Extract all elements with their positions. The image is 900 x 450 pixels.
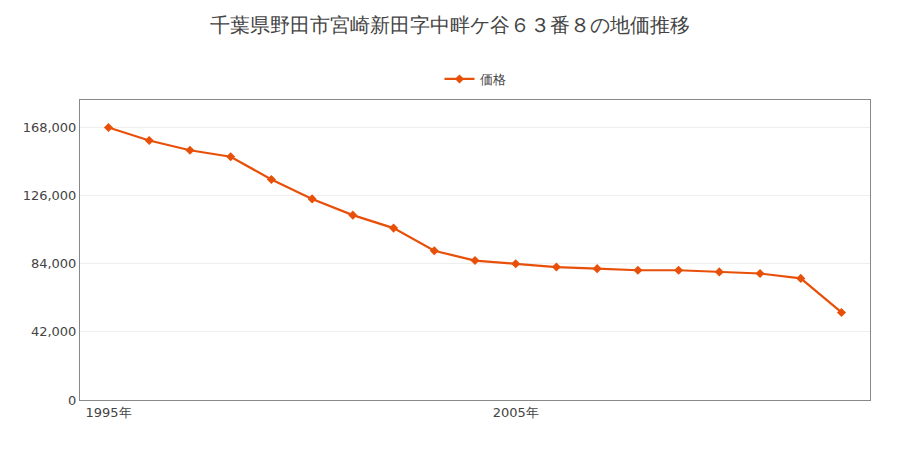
svg-text:価格: 価格 — [480, 72, 506, 87]
svg-text:168,000: 168,000 — [23, 120, 77, 135]
svg-text:42,000: 42,000 — [31, 324, 77, 339]
svg-text:2005年: 2005年 — [493, 405, 539, 420]
svg-text:1995年: 1995年 — [85, 405, 131, 420]
svg-text:84,000: 84,000 — [31, 256, 77, 271]
svg-text:126,000: 126,000 — [23, 188, 77, 203]
svg-text:千葉県野田市宮崎新田字中畔ケ谷６３番８の地価推移: 千葉県野田市宮崎新田字中畔ケ谷６３番８の地価推移 — [210, 13, 690, 37]
svg-text:0: 0 — [68, 393, 76, 408]
